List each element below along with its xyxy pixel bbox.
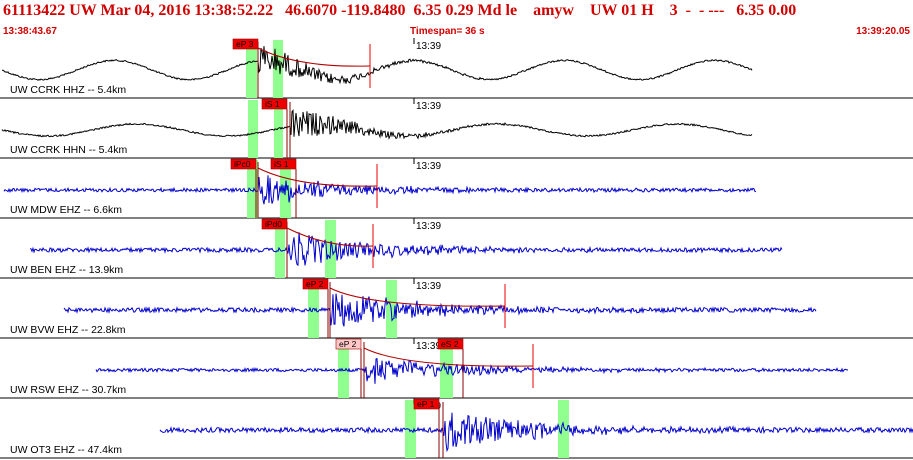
- channel-label: UW RSW EHZ -- 30.7km: [10, 384, 126, 396]
- coda-fit-curve: [257, 167, 378, 187]
- coda-fit-curve: [363, 347, 534, 367]
- channel-label: UW BEN EHZ -- 13.9km: [10, 264, 123, 276]
- phase-pick-box[interactable]: [230, 158, 257, 170]
- waveform-trace[interactable]: [159, 412, 913, 453]
- phase-pick-box[interactable]: [261, 218, 288, 230]
- seismogram-panel[interactable]: 13:39 eP 3 UW CCRK HHZ -- 5.4km 13:39 iS 1 UW…: [0, 38, 913, 460]
- waveform-trace[interactable]: [63, 293, 817, 327]
- event-header: 61113422 UW Mar 04, 2016 13:38:52.22 46.…: [0, 0, 913, 26]
- phase-window[interactable]: [273, 40, 283, 98]
- window-end-time: 13:39:20.05: [856, 26, 910, 37]
- coda-fit-curve: [329, 287, 506, 307]
- phase-pick-label[interactable]: iS 1: [274, 159, 289, 169]
- channel-label: UW CCRK HHZ -- 5.4km: [10, 84, 126, 96]
- phase-window[interactable]: [248, 100, 258, 158]
- channel-label: UW BVW EHZ -- 22.8km: [10, 324, 126, 336]
- minute-label: 13:39: [416, 101, 441, 112]
- phase-pick-label[interactable]: iS 1: [265, 99, 280, 109]
- coda-fit-curve: [286, 227, 374, 247]
- waveform-trace[interactable]: [29, 232, 783, 267]
- channel-label: UW CCRK HHN -- 5.4km: [10, 144, 128, 156]
- window-start-time: 13:38:43.67: [3, 26, 57, 37]
- phase-pick-label[interactable]: eP 3: [236, 39, 254, 49]
- phase-window[interactable]: [246, 40, 257, 98]
- timespan-readout: Timespan= 36 s: [410, 26, 485, 37]
- waveform-trace[interactable]: [1, 46, 753, 85]
- phase-pick-box[interactable]: [302, 278, 329, 290]
- waveform-trace[interactable]: [95, 357, 849, 384]
- channel-label: UW OT3 EHZ -- 47.4km: [10, 444, 122, 456]
- minute-label: 13:39: [416, 161, 441, 172]
- phase-pick-label[interactable]: iPc0: [234, 159, 251, 169]
- event-summary-title: 61113422 UW Mar 04, 2016 13:38:52.22 46.…: [3, 2, 797, 19]
- minute-label: 13:39: [416, 221, 441, 232]
- phase-window[interactable]: [405, 400, 416, 458]
- phase-pick-box[interactable]: [335, 338, 362, 350]
- minute-label: 13:39: [416, 41, 441, 52]
- phase-pick-box[interactable]: [232, 38, 259, 50]
- coda-fit-curve: [257, 47, 371, 67]
- phase-pick-label[interactable]: eP 2: [306, 279, 324, 289]
- phase-window[interactable]: [558, 400, 569, 458]
- phase-pick-label[interactable]: eS 2: [441, 339, 459, 349]
- waveform-trace[interactable]: [3, 175, 757, 205]
- phase-pick-label[interactable]: iPd0: [265, 219, 282, 229]
- phase-window[interactable]: [274, 100, 283, 158]
- phase-pick-label[interactable]: eP 2: [339, 339, 357, 349]
- phase-pick-box[interactable]: [261, 98, 288, 110]
- channel-label: UW MDW EHZ -- 6.6km: [10, 204, 122, 216]
- phase-window[interactable]: [338, 340, 349, 398]
- minute-label: 13:39: [416, 341, 441, 352]
- minute-label: 13:39: [416, 281, 441, 292]
- phase-pick-box[interactable]: [437, 338, 464, 350]
- phase-pick-label[interactable]: eP 1: [417, 399, 435, 409]
- waveform-trace[interactable]: [1, 109, 753, 140]
- phase-window[interactable]: [247, 160, 258, 218]
- phase-pick-box[interactable]: [270, 158, 297, 170]
- phase-pick-box[interactable]: [413, 398, 440, 410]
